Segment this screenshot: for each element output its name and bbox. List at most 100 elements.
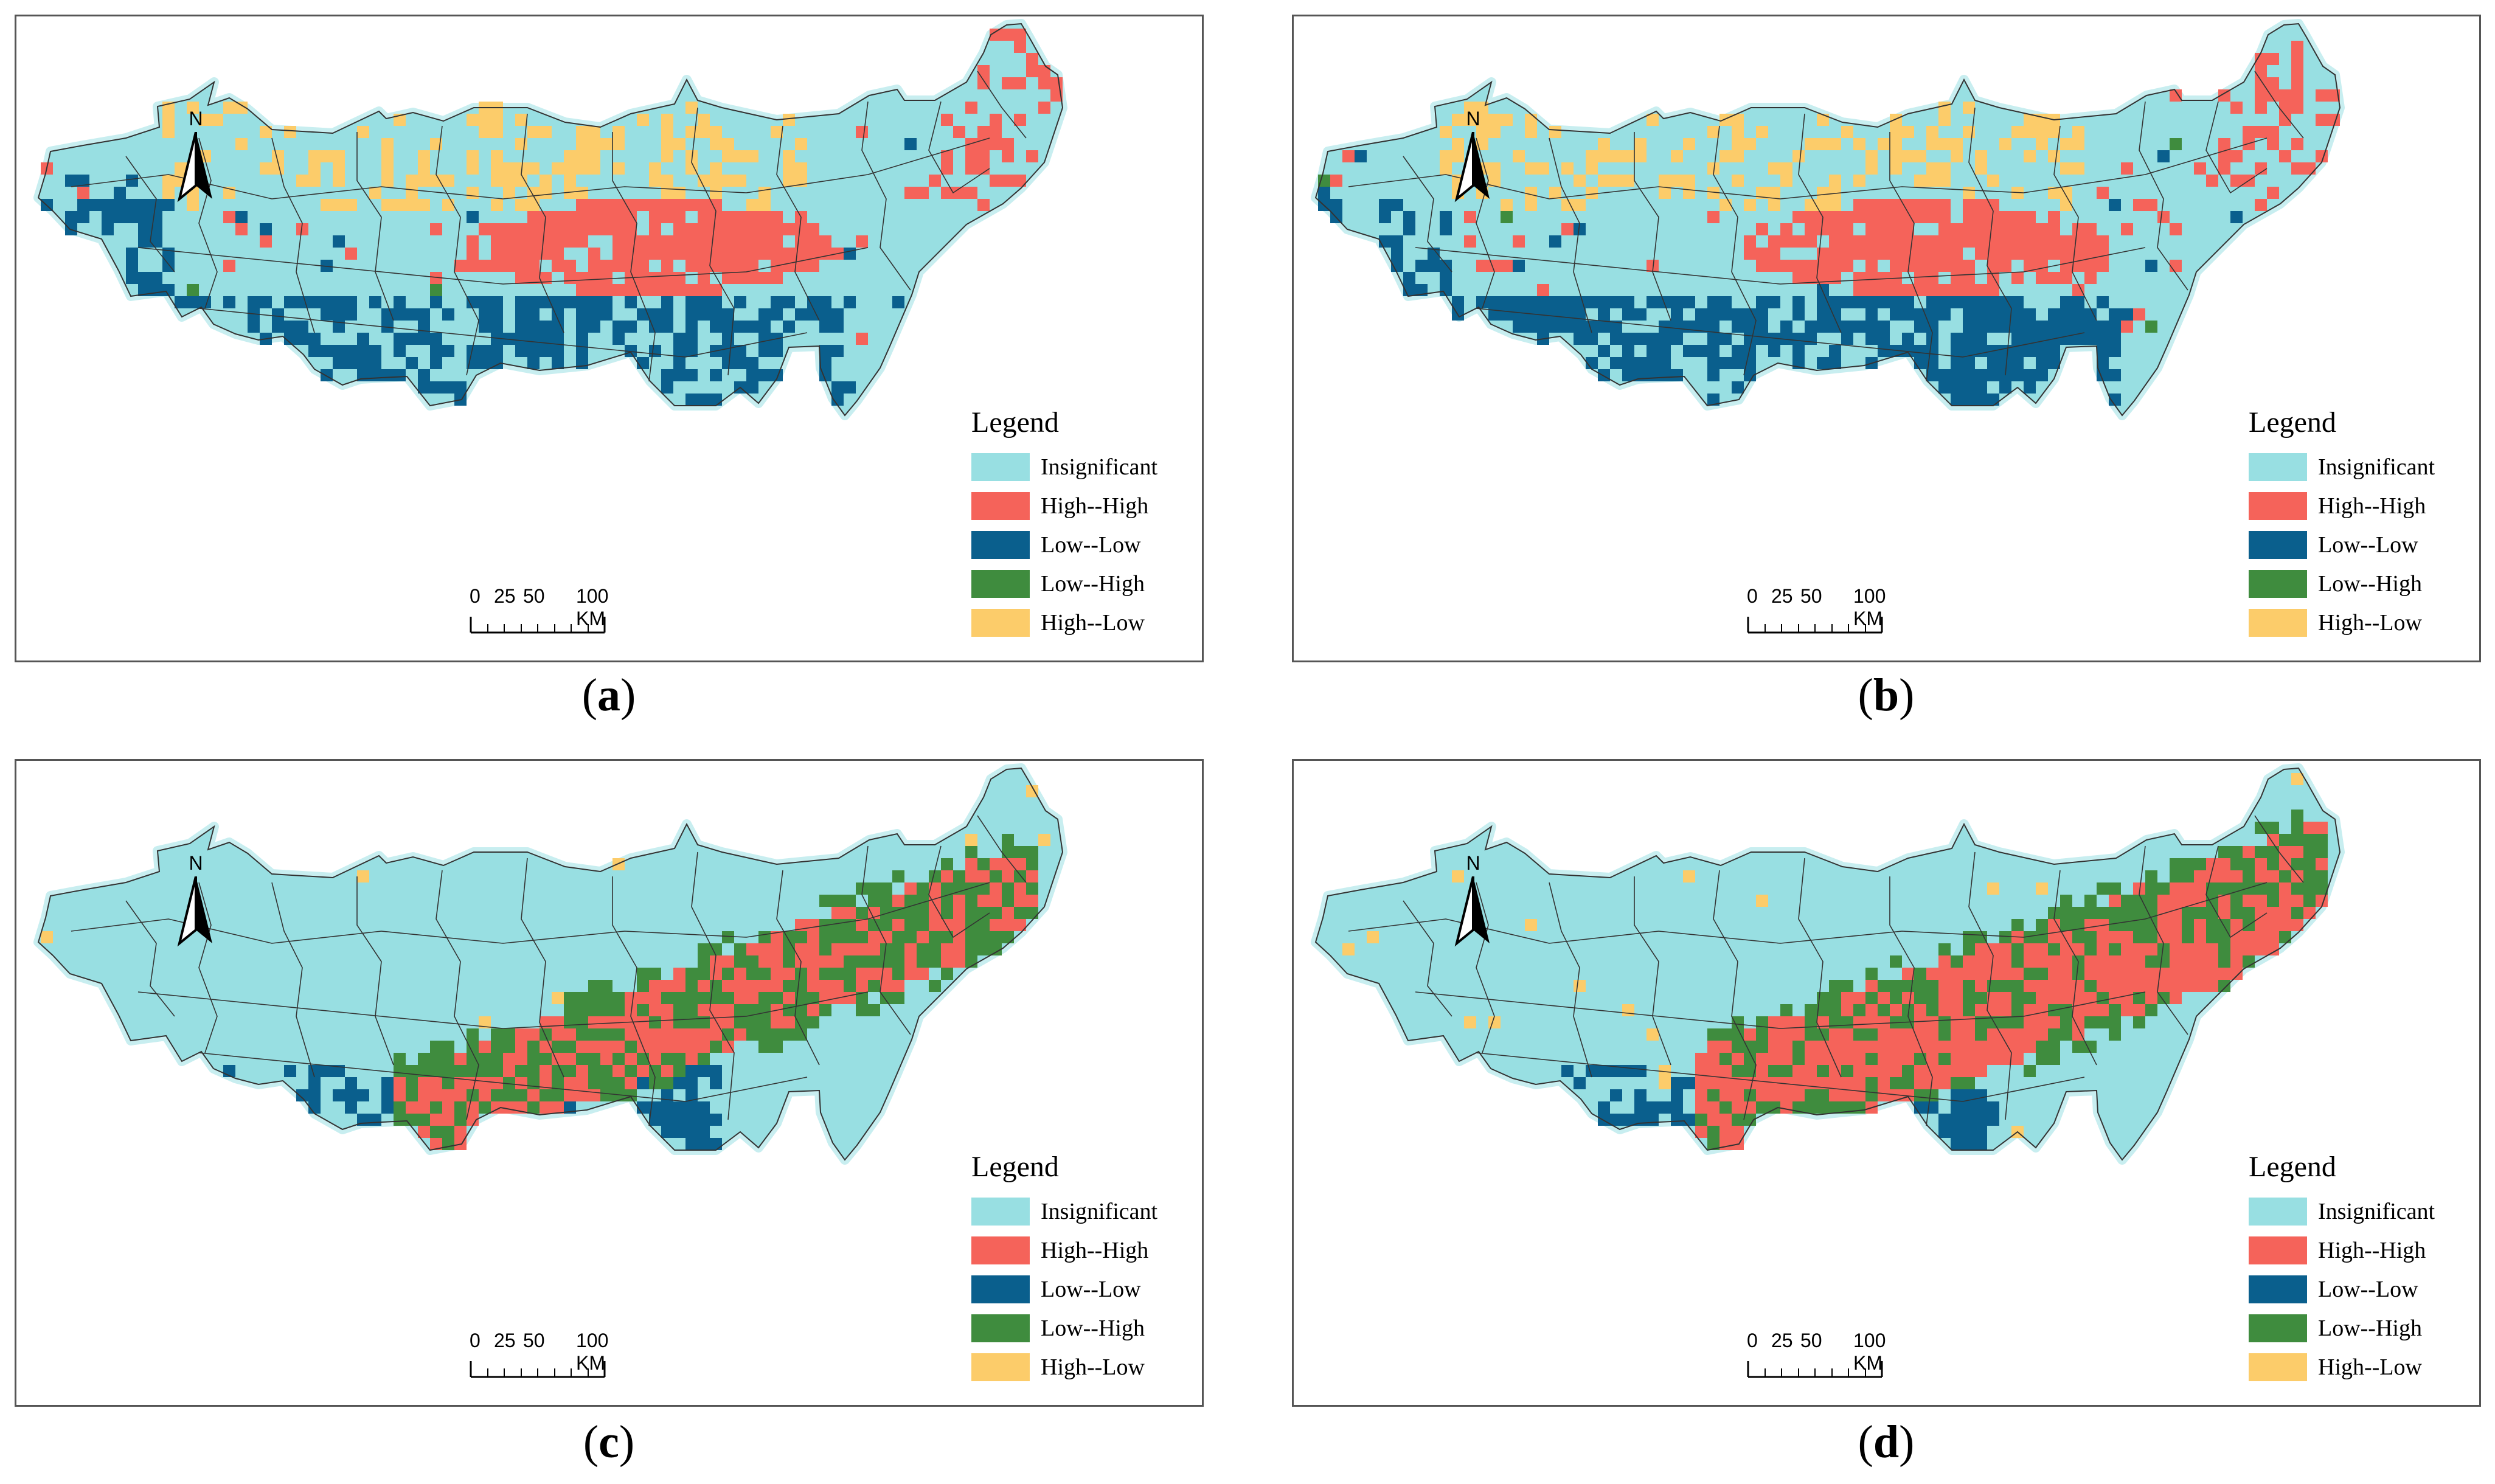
cluster-cell-high-high: [1902, 1041, 1914, 1053]
cluster-cell-low-high: [758, 1016, 771, 1028]
cluster-cell-high-high: [990, 175, 1002, 187]
cluster-cell-high-low: [673, 138, 685, 150]
cluster-cell-high-high: [1890, 260, 1902, 272]
cluster-cell-low-high: [1805, 1089, 1817, 1101]
legend-item-low-low: Low--Low: [971, 1270, 1157, 1309]
cluster-cell-low-low: [1963, 1138, 1975, 1150]
cluster-cell-high-low: [1671, 175, 1683, 187]
cluster-cell-low-low: [2072, 308, 2084, 321]
cluster-cells: [1342, 773, 2328, 1150]
cluster-cell-low-low: [1987, 394, 1999, 406]
cluster-cell-high-high: [540, 1016, 552, 1028]
cluster-cell-high-high: [2194, 919, 2206, 931]
cluster-cell-low-high: [1914, 968, 1926, 980]
cluster-cell-high-high: [807, 968, 819, 980]
cluster-cell-high-low: [1829, 187, 1841, 199]
cluster-cell-low-low: [1561, 308, 1574, 321]
cluster-cell-high-high: [2109, 955, 2121, 968]
cluster-cell-low-high: [1744, 1053, 1756, 1065]
cluster-cell-low-high: [819, 931, 831, 943]
cluster-cell-high-high: [1878, 1016, 1890, 1028]
cluster-cell-high-high: [1805, 235, 1817, 248]
cluster-cell-low-low: [1440, 223, 1452, 235]
cluster-cell-high-high: [990, 882, 1002, 895]
cluster-cell-low-high: [977, 907, 990, 919]
cluster-cell-low-low: [491, 321, 503, 333]
cluster-cell-high-high: [1805, 260, 1817, 272]
cluster-cell-low-low: [284, 321, 296, 333]
cluster-cell-low-high: [1744, 1114, 1756, 1126]
cluster-cell-low-high: [1707, 1126, 1719, 1138]
cluster-cell-low-high: [880, 882, 892, 895]
cluster-cell-high-high: [661, 1028, 673, 1041]
cluster-cell-high-high: [1002, 907, 1014, 919]
cluster-cell-low-low: [1902, 308, 1914, 321]
cluster-cell-high-low: [1951, 150, 1963, 162]
cluster-cell-low-low: [394, 345, 406, 357]
cluster-cell-high-low: [272, 150, 284, 162]
cluster-cell-low-low: [1902, 296, 1914, 308]
cluster-cell-high-high: [600, 211, 612, 223]
cluster-cell-high-high: [1963, 1028, 1975, 1041]
cluster-cell-high-high: [1999, 992, 2011, 1004]
cluster-cell-low-high: [1926, 1089, 1938, 1101]
cluster-cell-low-high: [2011, 955, 2024, 968]
cluster-cell-high-high: [771, 272, 783, 284]
cluster-cell-low-low: [1963, 296, 1975, 308]
cluster-cell-low-high: [2255, 846, 2267, 858]
cluster-cell-high-high: [1914, 272, 1926, 284]
cluster-cell-high-low: [1817, 114, 1829, 126]
cluster-cell-low-high: [2182, 931, 2194, 943]
cluster-cell-high-low: [1342, 943, 1355, 955]
legend-label: Insignificant: [2318, 1199, 2435, 1224]
cluster-cell-high-high: [442, 1114, 454, 1126]
cluster-cell-high-high: [1805, 1041, 1817, 1053]
cluster-cell-low-low: [1963, 308, 1975, 321]
cluster-cell-low-low: [2011, 308, 2024, 321]
cluster-cell-high-high: [1865, 260, 1878, 272]
cluster-cell-high-high: [552, 211, 564, 223]
cluster-cell-high-high: [1975, 235, 1987, 248]
county-boundary: [1549, 882, 1592, 1078]
cluster-cell-low-high: [491, 1041, 503, 1053]
cluster-cell-low-high: [394, 1065, 406, 1077]
cluster-cell-high-low: [2024, 114, 2036, 126]
cluster-cell-high-high: [2036, 260, 2048, 272]
cluster-cell-low-high: [880, 919, 892, 931]
cluster-cell-low-high: [1841, 980, 1853, 992]
cluster-cell-low-low: [2109, 333, 2121, 345]
cluster-cell-low-low: [1792, 345, 1805, 357]
cluster-cell-high-high: [2291, 138, 2303, 150]
cluster-cell-high-high: [661, 235, 673, 248]
cluster-cell-high-high: [418, 1089, 430, 1101]
cluster-cell-high-high: [1938, 1077, 1951, 1089]
legend-swatch: [971, 609, 1030, 637]
cluster-cell-low-high: [2109, 1016, 2121, 1028]
cluster-cell-high-high: [2230, 150, 2243, 162]
cluster-cell-low-high: [1963, 992, 1975, 1004]
cluster-cell-high-high: [1780, 223, 1792, 235]
cluster-cell-high-high: [941, 187, 953, 199]
cluster-cell-low-high: [2243, 858, 2255, 870]
cluster-cell-high-low: [1488, 126, 1501, 138]
cluster-cell-high-high: [1780, 235, 1792, 248]
cluster-cell-high-low: [1038, 834, 1050, 846]
cluster-cell-high-low: [2060, 138, 2072, 150]
cluster-cell-high-high: [2267, 943, 2279, 955]
cluster-cell-high-low: [661, 138, 673, 150]
cluster-cell-high-high: [612, 248, 625, 260]
cluster-cell-high-low: [1865, 162, 1878, 175]
cluster-cell-high-high: [1865, 980, 1878, 992]
cluster-cell-low-high: [831, 931, 844, 943]
cluster-cell-high-low: [698, 175, 710, 187]
cluster-cell-low-high: [600, 1004, 612, 1016]
cluster-cell-high-high: [1865, 211, 1878, 223]
cluster-cell-low-high: [2316, 870, 2328, 882]
cluster-cell-high-high: [2157, 980, 2170, 992]
cluster-cell-high-low: [1878, 138, 1890, 150]
cluster-cell-low-low: [1829, 345, 1841, 357]
cluster-cell-low-low: [1902, 345, 1914, 357]
cluster-cell-low-low: [746, 357, 758, 369]
cluster-cell-low-high: [904, 895, 917, 907]
cluster-cell-high-high: [649, 980, 661, 992]
